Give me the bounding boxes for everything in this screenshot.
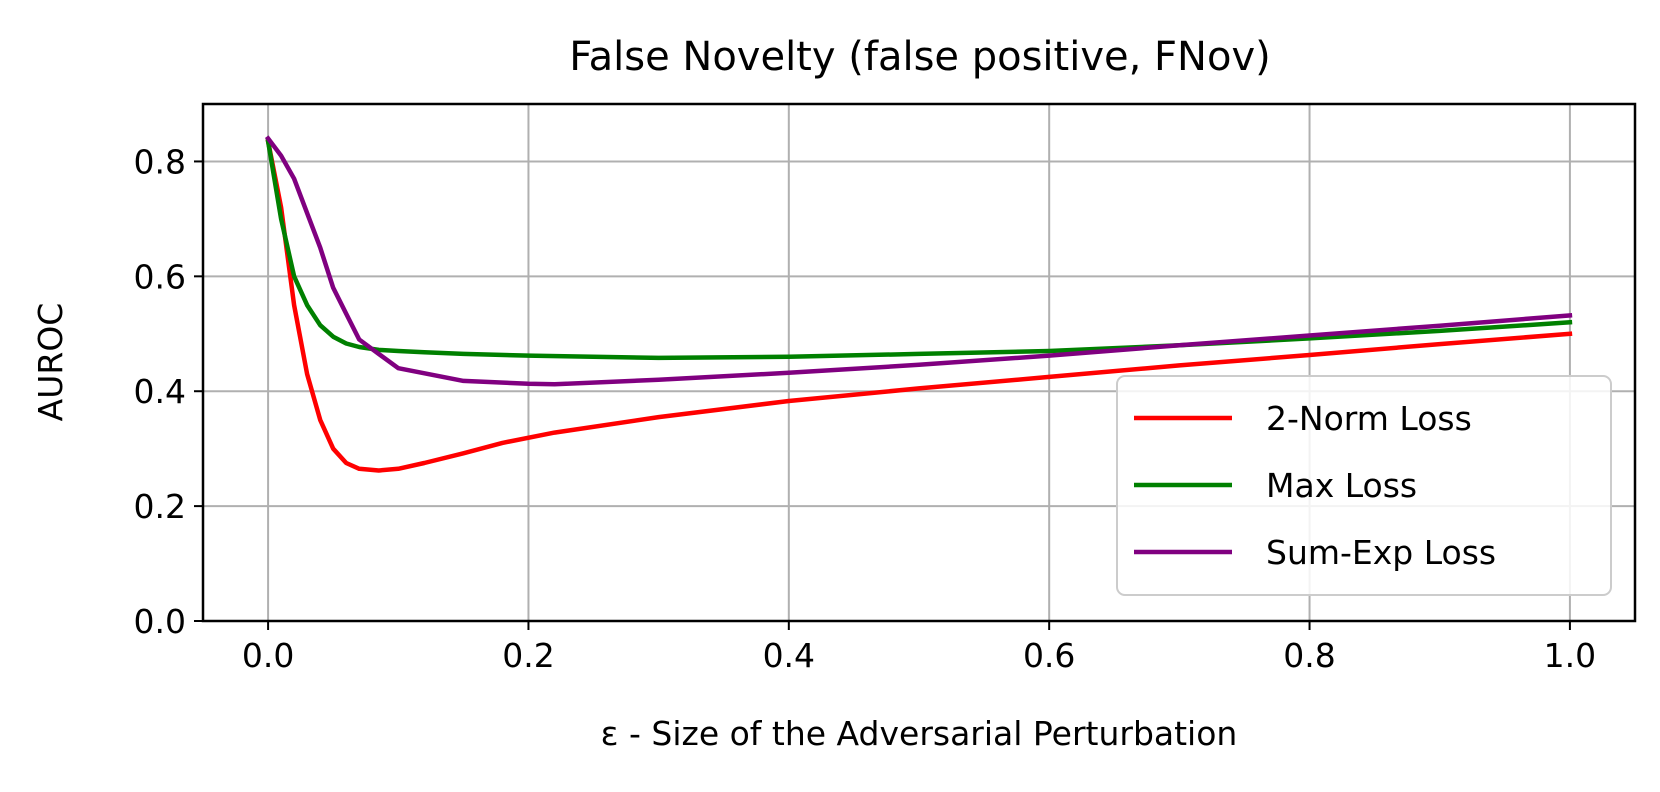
y-tick-label: 0.2 [134, 487, 186, 526]
legend-label-2-norm-loss: 2-Norm Loss [1266, 399, 1472, 438]
x-tick-label: 0.0 [242, 636, 294, 675]
ticks: 0.0 0.2 0.4 0.6 0.8 1.0 0.0 0.2 0.4 0.6 0.8 [134, 142, 1597, 675]
y-tick-label: 0.4 [134, 372, 186, 411]
series-group [264, 135, 1573, 473]
x-axis-title: ε - Size of the Adversarial Perturbation [601, 714, 1238, 753]
legend: 2-Norm Loss Max Loss Sum-Exp Loss [1116, 375, 1612, 596]
y-axis-title: AUROC [31, 303, 70, 422]
y-tick-label: 0.6 [134, 257, 186, 296]
chart-title: False Novelty (false positive, FNov) [569, 34, 1270, 80]
series-line-2-norm-loss [265, 138, 1573, 473]
legend-box [1116, 375, 1612, 596]
x-tick-label: 0.2 [502, 636, 554, 675]
y-tick-label: 0.8 [134, 142, 186, 181]
x-tick-label: 0.4 [763, 636, 815, 675]
x-tick-label: 0.6 [1023, 636, 1075, 675]
series-line-sum-exp-loss [264, 135, 1573, 387]
legend-label-max-loss: Max Loss [1266, 466, 1417, 505]
legend-label-sum-exp-loss: Sum-Exp Loss [1266, 533, 1496, 572]
x-tick-label: 1.0 [1544, 636, 1596, 675]
plot-frame [201, 102, 1637, 623]
x-tick-label: 0.8 [1283, 636, 1335, 675]
y-tick-label: 0.0 [134, 602, 186, 641]
